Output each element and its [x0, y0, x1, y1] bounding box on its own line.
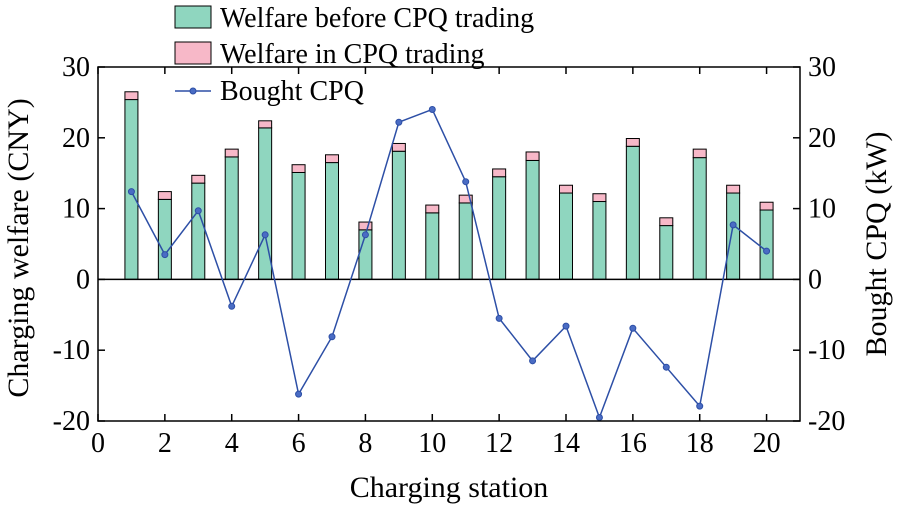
- bar-welfare-in-15: [592, 193, 607, 203]
- y-tick-label-10: 10: [62, 194, 90, 225]
- bar-welfare-in-7: [325, 154, 339, 164]
- point-bought-cpq-14: [562, 322, 570, 330]
- y2-tick-label-0: 0: [808, 264, 822, 295]
- point-bought-cpq-11: [462, 178, 470, 186]
- bar-welfare-in-6: [291, 164, 306, 173]
- bar-welfare-in-13: [525, 151, 540, 161]
- point-bought-cpq-13: [529, 357, 537, 365]
- bar-welfare-in-3: [191, 174, 206, 184]
- x-tick-label-14: 14: [552, 428, 580, 459]
- bar-welfare-before-10: [425, 212, 440, 280]
- line-bought-cpq: [130, 108, 768, 420]
- bar-welfare-before-6: [291, 171, 306, 280]
- point-bought-cpq-18: [696, 402, 704, 410]
- bar-welfare-before-13: [525, 159, 540, 280]
- legend-swatch-welfare-before: [174, 5, 212, 29]
- y-tick-label-20: 20: [62, 123, 90, 154]
- x-tick-label-10: 10: [418, 428, 446, 459]
- point-bought-cpq-8: [361, 231, 369, 239]
- point-bought-cpq-10: [428, 105, 436, 113]
- y2-tick-label-30: 30: [808, 52, 836, 83]
- bar-welfare-in-16: [625, 138, 640, 147]
- bar-welfare-before-16: [625, 145, 640, 280]
- y2-tick-label--20: -20: [808, 406, 845, 437]
- x-tick-label-16: 16: [619, 428, 647, 459]
- point-bought-cpq-4: [228, 302, 236, 310]
- point-bought-cpq-5: [261, 231, 269, 239]
- bar-welfare-in-2: [157, 191, 172, 200]
- y2-tick-label--10: -10: [808, 335, 845, 366]
- point-bought-cpq-12: [495, 314, 503, 322]
- y-tick-label--10: -10: [53, 335, 90, 366]
- line-series-group: [127, 105, 771, 421]
- bar-welfare-in-11: [458, 194, 473, 204]
- x-axis-label: Charging station: [350, 471, 549, 504]
- bar-welfare-before-7: [325, 162, 339, 280]
- point-bought-cpq-7: [328, 333, 336, 341]
- point-bought-cpq-1: [127, 188, 135, 196]
- bar-welfare-before-9: [391, 150, 406, 280]
- bar-welfare-in-18: [692, 148, 707, 159]
- bar-welfare-in-4: [224, 148, 239, 158]
- y-tick-label-30: 30: [62, 52, 90, 83]
- bar-welfare-before-15: [592, 201, 607, 280]
- plot-frame: [97, 66, 801, 422]
- point-bought-cpq-3: [194, 207, 202, 215]
- x-tick-label-8: 8: [358, 428, 372, 459]
- point-bought-cpq-9: [395, 118, 403, 126]
- legend-label-welfare-in: Welfare in CPQ trading: [220, 39, 484, 70]
- legend-label-welfare-before: Welfare before CPQ trading: [220, 3, 534, 34]
- bar-welfare-before-11: [458, 202, 473, 280]
- y-axis-label: Charging welfare (CNY): [2, 98, 35, 397]
- legend-label-bought-cpq: Bought CPQ: [220, 76, 364, 107]
- legend-marker-bought-cpq: [189, 87, 197, 95]
- y-tick-label-0: 0: [76, 264, 90, 295]
- bar-welfare-in-5: [258, 120, 273, 129]
- bar-welfare-in-1: [124, 91, 139, 101]
- bar-welfare-before-18: [692, 157, 707, 280]
- y2-tick-label-10: 10: [808, 194, 836, 225]
- bar-welfare-before-19: [726, 192, 741, 280]
- point-bought-cpq-16: [629, 324, 637, 332]
- y2-tick-label-20: 20: [808, 123, 836, 154]
- bar-welfare-in-19: [726, 184, 741, 194]
- bar-welfare-before-2: [157, 198, 172, 280]
- bar-welfare-before-12: [492, 176, 507, 280]
- bar-welfare-in-10: [425, 204, 440, 214]
- y-tick-label--20: -20: [53, 406, 90, 437]
- bar-group: [124, 91, 774, 280]
- x-tick-label-6: 6: [292, 428, 306, 459]
- bar-welfare-in-12: [492, 168, 507, 178]
- x-tick-label-20: 20: [753, 428, 781, 459]
- point-bought-cpq-19: [729, 221, 737, 229]
- point-bought-cpq-17: [662, 363, 670, 371]
- x-tick-label-2: 2: [158, 428, 172, 459]
- y2-axis-label: Bought CPQ (kW): [860, 132, 893, 357]
- bar-welfare-before-20: [759, 209, 774, 280]
- bar-welfare-in-9: [391, 142, 406, 152]
- point-bought-cpq-15: [595, 413, 603, 421]
- bar-welfare-before-4: [224, 156, 239, 280]
- point-bought-cpq-2: [161, 251, 169, 259]
- legend-swatch-welfare-in: [174, 41, 212, 65]
- x-tick-label-0: 0: [91, 428, 105, 459]
- axes-group: 0 2 4 6 8 10 12 14 16 18 20 -20 -10 0 10 20 30 -20 -10 0 10 2…: [53, 52, 846, 459]
- point-bought-cpq-20: [763, 247, 771, 255]
- bar-welfare-before-14: [559, 192, 573, 280]
- x-tick-label-12: 12: [485, 428, 513, 459]
- bar-welfare-in-8: [358, 221, 373, 231]
- bar-welfare-before-3: [191, 182, 206, 280]
- bar-welfare-before-17: [659, 225, 674, 280]
- bar-welfare-in-20: [759, 201, 774, 211]
- legend: Welfare before CPQ trading Welfare in CP…: [174, 3, 534, 107]
- x-tick-label-4: 4: [225, 428, 239, 459]
- bar-welfare-in-17: [659, 217, 674, 227]
- point-bought-cpq-6: [295, 390, 303, 398]
- x-tick-label-18: 18: [686, 428, 714, 459]
- bar-welfare-in-14: [559, 184, 573, 194]
